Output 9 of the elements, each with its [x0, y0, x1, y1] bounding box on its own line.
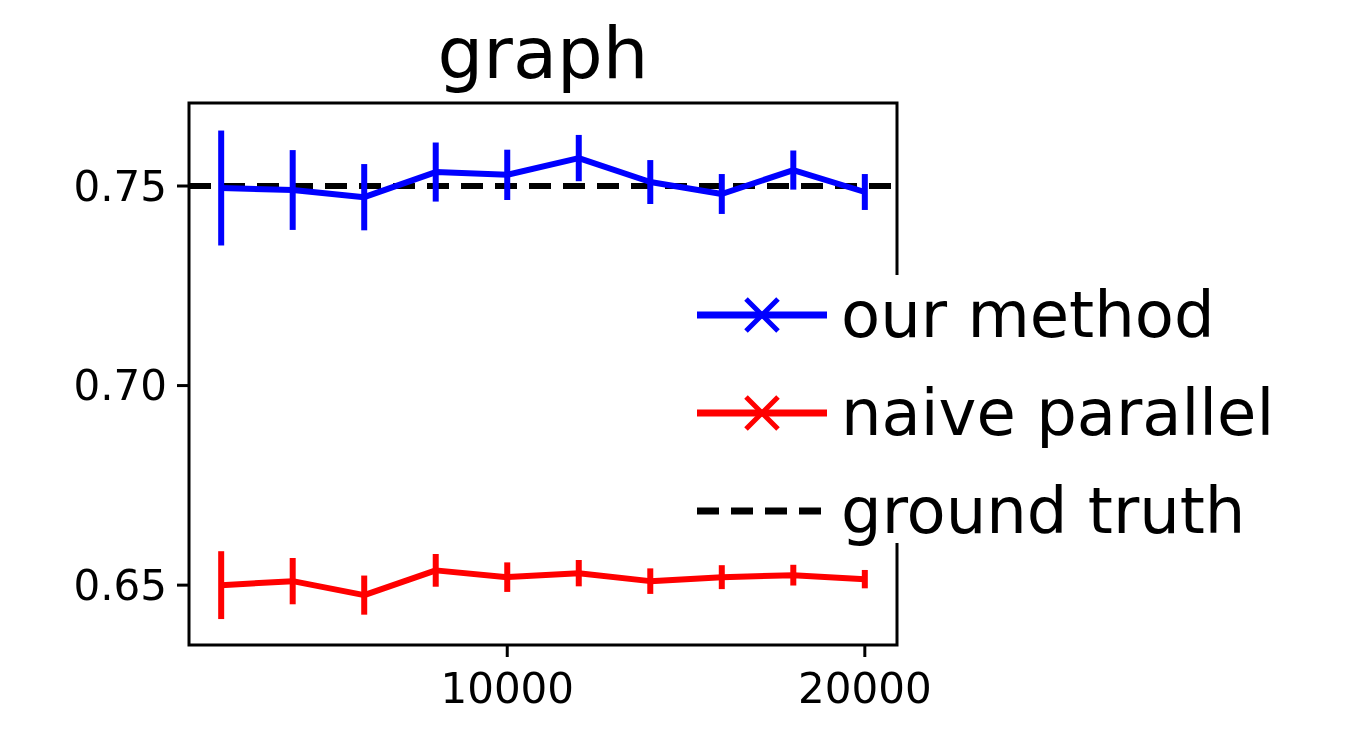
legend-label: naive parallel	[841, 376, 1275, 451]
legend-label: ground truth	[841, 474, 1246, 549]
y-tick-label: 0.65	[73, 560, 167, 610]
y-tick-label: 0.75	[73, 161, 167, 211]
x-tick-label: 10000	[440, 664, 575, 713]
x-tick-label: 20000	[798, 664, 932, 713]
legend-label: our method	[841, 278, 1215, 353]
chart-title: graph	[437, 11, 649, 95]
y-tick-label: 0.70	[73, 361, 167, 411]
